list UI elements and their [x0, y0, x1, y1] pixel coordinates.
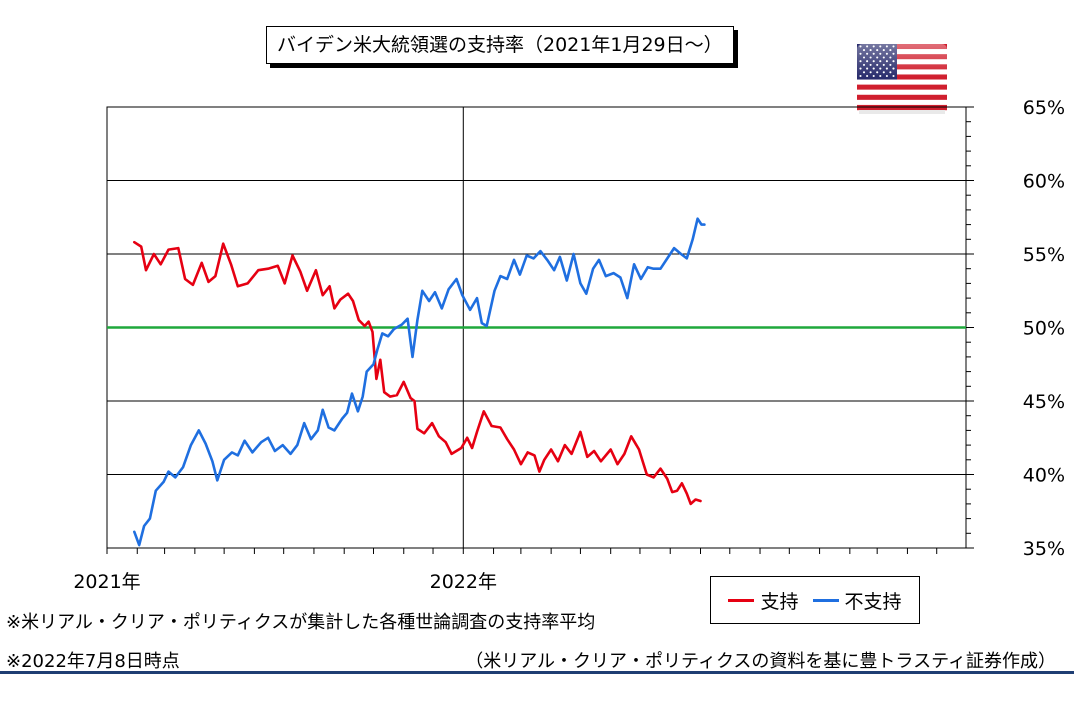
axes: 35% 40% 45% 50% 55% 60% 65% 2021年 2022年: [73, 97, 1065, 593]
y-tick-label: 40%: [1023, 465, 1065, 487]
series-line-disapprove: [133, 217, 706, 547]
legend-swatch-approve: [728, 598, 755, 602]
legend-item-disapprove: 不支持: [812, 587, 902, 614]
footnote-source-description: ※米リアル・クリア・ポリティクスが集計した各種世論調査の支持率平均: [6, 612, 596, 633]
legend-item-approve: 支持: [728, 587, 799, 614]
series-lines: [133, 217, 706, 547]
y-tick-label: 35%: [1023, 538, 1065, 560]
footnote-as-of-date: ※2022年7月8日時点: [6, 651, 180, 672]
legend-label-approve: 支持: [760, 590, 799, 613]
x-tick-label: 2022年: [430, 571, 497, 593]
us-flag-icon: [857, 44, 947, 114]
legend-label-disapprove: 不支持: [844, 590, 902, 613]
y-tick-label: 50%: [1023, 318, 1065, 340]
chart-legend: 支持 不支持: [710, 576, 920, 624]
x-tick-label: 2021年: [73, 571, 140, 593]
series-line-approve: [133, 240, 702, 506]
bottom-divider: [0, 671, 1074, 674]
chart-title: バイデン米大統領選の支持率（2021年1月29日～）: [266, 26, 734, 64]
y-tick-label: 45%: [1023, 391, 1065, 413]
source-credit: （米リアル・クリア・ポリティクスの資料を基に豊トラスティ証券作成）: [465, 651, 1056, 672]
legend-swatch-disapprove: [812, 598, 839, 602]
y-tick-label: 65%: [1023, 97, 1065, 119]
y-tick-label: 60%: [1023, 171, 1065, 193]
y-tick-label: 55%: [1023, 244, 1065, 266]
